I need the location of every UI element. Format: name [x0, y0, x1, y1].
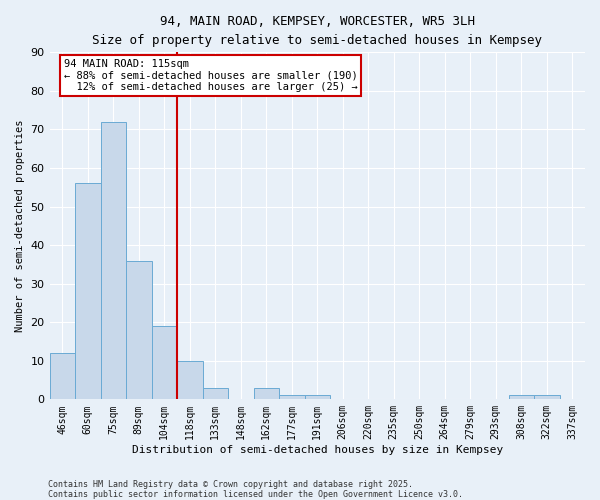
Bar — [75, 184, 101, 400]
Text: Contains HM Land Registry data © Crown copyright and database right 2025.: Contains HM Land Registry data © Crown c… — [48, 480, 413, 489]
Title: 94, MAIN ROAD, KEMPSEY, WORCESTER, WR5 3LH
Size of property relative to semi-det: 94, MAIN ROAD, KEMPSEY, WORCESTER, WR5 3… — [92, 15, 542, 47]
Bar — [254, 388, 279, 400]
Bar — [305, 396, 330, 400]
Bar — [177, 361, 203, 400]
Bar — [279, 396, 305, 400]
Bar — [203, 388, 228, 400]
Bar — [534, 396, 560, 400]
Text: 94 MAIN ROAD: 115sqm
← 88% of semi-detached houses are smaller (190)
  12% of se: 94 MAIN ROAD: 115sqm ← 88% of semi-detac… — [64, 59, 358, 92]
Bar — [152, 326, 177, 400]
Text: Contains public sector information licensed under the Open Government Licence v3: Contains public sector information licen… — [48, 490, 463, 499]
Y-axis label: Number of semi-detached properties: Number of semi-detached properties — [15, 120, 25, 332]
Bar — [50, 353, 75, 400]
Bar — [101, 122, 126, 400]
Bar — [126, 260, 152, 400]
Bar — [509, 396, 534, 400]
X-axis label: Distribution of semi-detached houses by size in Kempsey: Distribution of semi-detached houses by … — [131, 445, 503, 455]
